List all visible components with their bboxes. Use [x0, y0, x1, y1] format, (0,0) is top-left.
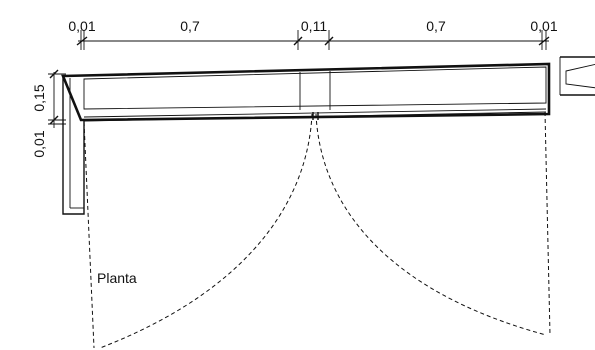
left-wall-jamb: [62, 76, 85, 215]
left-leaf-swing: [83, 113, 313, 349]
top-dimension-line: [76, 30, 550, 50]
right-leaf-swing: [315, 111, 551, 336]
right-wall-stub: [559, 56, 595, 96]
dimension-center-post: 0,11: [301, 18, 327, 34]
door-frame: [61, 62, 551, 122]
dimension-right-leaf: 0,7: [426, 18, 446, 34]
dimension-threshold: 0,01: [31, 130, 47, 157]
dimension-left-jamb: 0,01: [68, 18, 95, 34]
plan-caption: Planta: [97, 270, 137, 286]
dimension-right-jamb: 0,01: [530, 18, 557, 34]
dimension-left-leaf: 0,7: [180, 18, 200, 34]
dimension-frame-depth: 0,15: [31, 84, 47, 111]
